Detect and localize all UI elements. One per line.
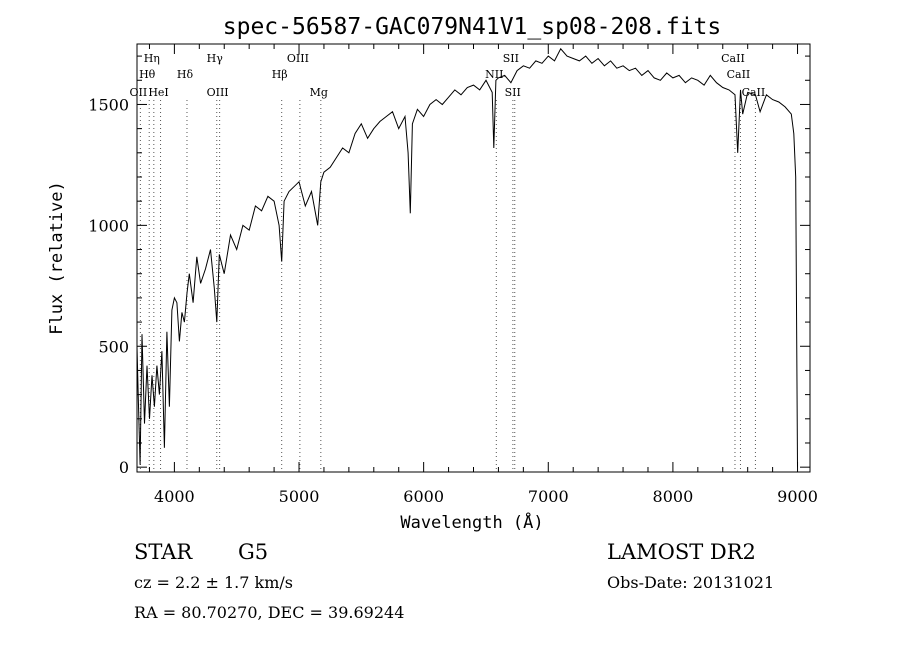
line-label: OII bbox=[130, 86, 148, 99]
line-label: OIII bbox=[287, 52, 309, 65]
line-label: Hγ bbox=[207, 52, 224, 65]
object-type: STAR bbox=[134, 540, 193, 564]
line-label: OIII bbox=[207, 86, 229, 99]
y-axis-label: Flux (relative) bbox=[47, 181, 67, 335]
line-label: SII bbox=[503, 52, 519, 65]
coordinates: RA = 80.70270, DEC = 39.69244 bbox=[134, 603, 405, 622]
survey-release: LAMOST DR2 bbox=[607, 540, 756, 564]
x-axis-label: Wavelength (Å) bbox=[400, 511, 543, 533]
line-label: Mg bbox=[310, 86, 328, 99]
line-markers bbox=[139, 100, 756, 472]
axis-ticks: 4000 5000 6000 7000 8000 9000 0 500 1000 1500 bbox=[88, 44, 818, 506]
line-label: Hδ bbox=[177, 68, 194, 81]
observation-date: Obs-Date: 20131021 bbox=[607, 573, 775, 592]
line-label: Hη bbox=[144, 52, 160, 65]
y-tick-label: 1000 bbox=[88, 216, 129, 235]
line-label: CaII bbox=[742, 86, 766, 99]
x-tick-label: 4000 bbox=[154, 487, 195, 506]
x-tick-label: 6000 bbox=[403, 487, 444, 506]
line-label: Hθ bbox=[139, 68, 156, 81]
object-class: G5 bbox=[238, 540, 269, 564]
line-label: NII bbox=[485, 68, 503, 81]
y-tick-label: 0 bbox=[119, 458, 129, 477]
x-tick-label: 8000 bbox=[653, 487, 694, 506]
y-tick-label: 1500 bbox=[88, 95, 129, 114]
x-tick-label: 7000 bbox=[528, 487, 569, 506]
x-tick-label: 9000 bbox=[777, 487, 818, 506]
line-label: HeI bbox=[148, 86, 168, 99]
x-tick-label: 5000 bbox=[279, 487, 320, 506]
line-label: CaII bbox=[727, 68, 751, 81]
line-label: Hβ bbox=[272, 68, 288, 81]
line-label: SII bbox=[505, 86, 521, 99]
line-label: CaII bbox=[721, 52, 745, 65]
y-tick-label: 500 bbox=[98, 337, 129, 356]
redshift-value: cz = 2.2 ± 1.7 km/s bbox=[134, 573, 293, 592]
plot-frame bbox=[136, 43, 811, 473]
chart-title: spec-56587-GAC079N41V1_sp08-208.fits bbox=[223, 14, 722, 40]
spectrum-series bbox=[136, 47, 798, 468]
